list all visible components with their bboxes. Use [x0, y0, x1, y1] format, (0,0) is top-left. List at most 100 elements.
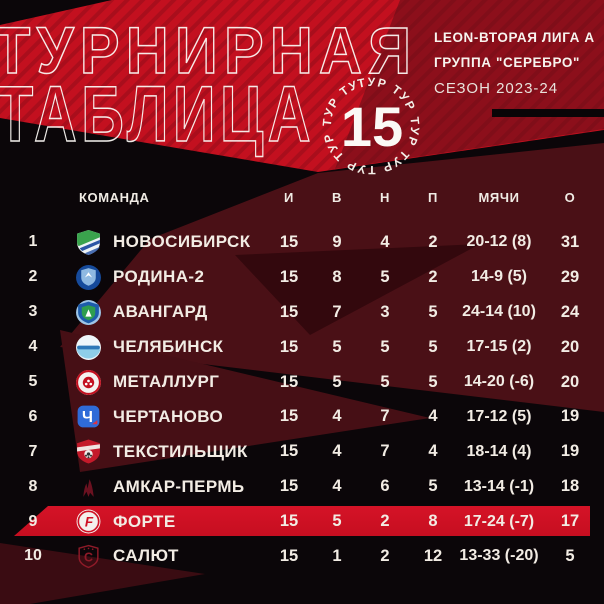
goals-value: 17-15 (2)	[466, 338, 532, 356]
goals-value: 24-14 (10)	[462, 303, 536, 321]
played-value: 15	[279, 337, 299, 356]
team-logo-rodina-icon	[66, 264, 110, 291]
page-title-line1: ТУРНИРНАЯ	[0, 13, 418, 87]
draws-value: 5	[380, 372, 390, 391]
team-name: МЕТАЛЛУРГ	[113, 372, 220, 391]
team-name: РОДИНА-2	[113, 267, 205, 287]
col-team: КОМАНДА	[79, 189, 150, 205]
row-position: 4	[28, 338, 38, 356]
group-name: ГРУППА "СЕРЕБРО"	[434, 55, 580, 70]
table-rows: 1 НОВОСИБИРСК 15 9 4 2 20-12 (8) 31 2 РО…	[0, 225, 604, 574]
team-logo-chelyabinsk-icon	[66, 334, 110, 361]
points-value: 17	[560, 512, 580, 531]
losses-value: 5	[428, 372, 438, 391]
league-info-block: LEON-ВТОРАЯ ЛИГА А ГРУППА "СЕРЕБРО" СЕЗО…	[434, 30, 595, 97]
goals-value: 13-33 (-20)	[459, 547, 539, 565]
team-logo-salyut-icon: С	[66, 543, 110, 570]
team-logo-novosibirsk-icon	[66, 229, 110, 256]
table-row: 2 РОДИНА-2 15 8 5 2 14-9 (5) 29	[0, 260, 604, 295]
wins-value: 5	[332, 512, 342, 531]
row-position: 8	[28, 477, 38, 495]
points-value: 19	[560, 442, 580, 461]
points-value: 20	[560, 337, 580, 356]
table-row: 6 Ч ЧЕРТАНОВО 15 4 7 4 17-12 (5) 19	[0, 399, 604, 434]
draws-value: 5	[380, 337, 390, 356]
table-row: 1 НОВОСИБИРСК 15 9 4 2 20-12 (8) 31	[0, 225, 604, 260]
table-row: 4 ЧЕЛЯБИНСК 15 5 5 5 17-15 (2) 20	[0, 330, 604, 365]
team-name: САЛЮТ	[113, 546, 179, 566]
wins-value: 4	[332, 442, 342, 461]
row-position: 5	[28, 373, 38, 390]
played-value: 15	[279, 477, 299, 496]
row-position: 7	[28, 442, 38, 460]
draws-value: 3	[380, 302, 390, 321]
team-logo-forte-icon: F	[66, 508, 110, 535]
losses-value: 2	[428, 267, 438, 286]
played-value: 15	[279, 442, 299, 461]
league-name: LEON-ВТОРАЯ ЛИГА А	[434, 30, 595, 45]
goals-value: 17-12 (5)	[466, 407, 532, 425]
col-losses: П	[428, 189, 438, 205]
highlight-band	[14, 506, 590, 536]
wins-value: 8	[332, 267, 342, 286]
draws-value: 4	[380, 232, 390, 251]
svg-text:F: F	[84, 515, 93, 530]
team-name: ЧЕРТАНОВО	[113, 406, 224, 426]
losses-value: 5	[428, 302, 438, 321]
draws-value: 5	[380, 267, 390, 286]
goals-value: 20-12 (8)	[466, 233, 532, 251]
col-played: И	[284, 189, 294, 205]
goals-value: 13-14 (-1)	[463, 477, 535, 495]
goals-value: 17-24 (-7)	[463, 512, 535, 530]
wins-value: 5	[332, 337, 342, 356]
played-value: 15	[279, 546, 299, 565]
team-name: ФОРТЕ	[113, 511, 176, 531]
wins-value: 1	[332, 546, 342, 565]
goals-value: 14-9 (5)	[470, 268, 528, 286]
goals-value: 18-14 (4)	[466, 442, 532, 460]
losses-value: 8	[428, 512, 438, 531]
table-row highlighted-row: 9 F ФОРТЕ 15 5 2 8 17-24 (-7) 17	[0, 504, 604, 539]
standings-table: КОМАНДА И В Н П МЯЧИ О 1 НОВОСИБИРСК 15 …	[0, 185, 604, 569]
losses-value: 5	[428, 337, 438, 356]
svg-text:Ч: Ч	[81, 410, 92, 427]
draws-value: 2	[380, 512, 390, 531]
team-logo-tekstilshchik-icon	[66, 438, 110, 465]
played-value: 15	[279, 267, 299, 286]
round-number: 15	[341, 95, 403, 158]
goals-value: 14-20 (-6)	[463, 373, 535, 390]
played-value: 15	[279, 232, 299, 251]
draws-value: 7	[380, 442, 390, 461]
points-value: 20	[560, 372, 580, 391]
svg-text:С: С	[84, 551, 93, 565]
table-row: 5 МЕТАЛЛУРГ 15 5 5 5 14-20 (-6) 20	[0, 365, 604, 400]
losses-value: 4	[428, 442, 438, 461]
played-value: 15	[279, 407, 299, 426]
team-logo-avangard-icon	[66, 299, 110, 326]
points-value: 24	[560, 302, 580, 321]
played-value: 15	[279, 512, 299, 531]
losses-value: 2	[428, 232, 438, 251]
divider-bar	[492, 109, 604, 117]
team-name: АВАНГАРД	[113, 302, 208, 322]
table-row: 8 АМКАР-ПЕРМЬ 15 4 6 5 13-14 (-1) 18	[0, 469, 604, 504]
draws-value: 7	[380, 407, 390, 426]
col-draws: Н	[380, 189, 390, 205]
wins-value: 9	[332, 232, 342, 251]
team-logo-metallurg-icon	[66, 369, 110, 396]
wins-value: 4	[332, 477, 342, 496]
points-value: 19	[560, 407, 580, 426]
losses-value: 5	[428, 477, 438, 496]
wins-value: 7	[332, 302, 342, 321]
row-position: 6	[28, 407, 38, 425]
wins-value: 5	[332, 372, 342, 391]
points-value: 5	[565, 546, 575, 565]
page-title-line2: ТАБЛИЦА	[0, 69, 316, 158]
losses-value: 4	[428, 407, 438, 426]
col-goals: МЯЧИ	[478, 189, 520, 205]
row-position: 10	[24, 547, 42, 565]
col-points: О	[564, 189, 576, 205]
team-name: ЧЕЛЯБИНСК	[113, 337, 224, 357]
season-label: СЕЗОН 2023-24	[434, 80, 559, 97]
